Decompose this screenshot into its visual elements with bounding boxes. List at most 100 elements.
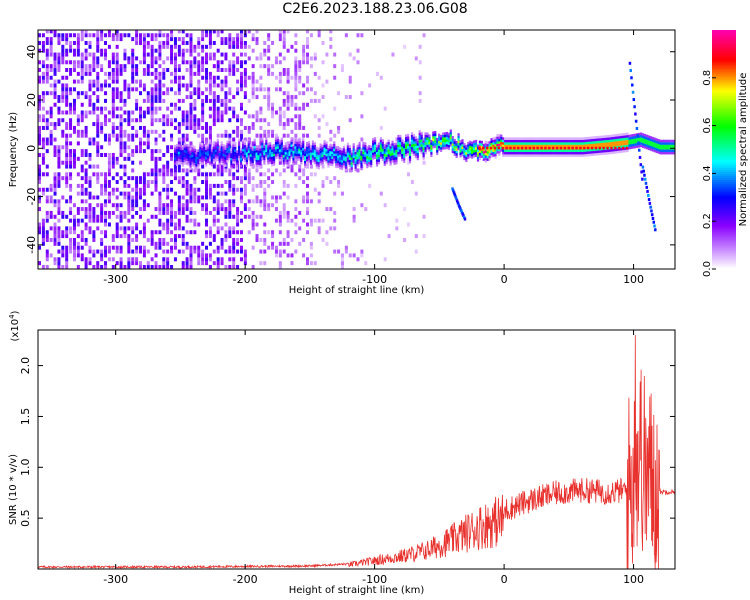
heatmap-cell	[57, 257, 61, 262]
heatmap-cell	[585, 146, 588, 150]
heatmap-cell	[570, 139, 573, 143]
heatmap-cell	[294, 95, 298, 100]
heatmap-cell	[286, 79, 290, 84]
heatmap-cell	[228, 98, 232, 103]
heatmap-cell	[107, 44, 111, 49]
heatmap-cell	[142, 230, 146, 235]
heatmap-cell	[502, 154, 505, 157]
heatmap-cell	[232, 141, 235, 145]
heatmap-cell	[181, 145, 184, 148]
heatmap-cell	[154, 60, 158, 65]
heatmap-cell	[162, 40, 166, 45]
heatmap-cell	[453, 143, 456, 147]
heatmap-cell	[313, 98, 317, 103]
heatmap-cell	[158, 87, 162, 92]
heatmap-cell	[115, 71, 119, 76]
heatmap-cell	[205, 137, 209, 142]
heatmap-cell	[158, 95, 162, 100]
heatmap-cell	[104, 40, 108, 45]
heatmap-cell	[350, 167, 353, 170]
heatmap-cell	[634, 138, 637, 142]
heatmap-cell	[420, 136, 423, 140]
heatmap-cell	[150, 95, 154, 100]
heatmap-cell	[307, 145, 311, 149]
heatmap-cell	[673, 144, 675, 148]
heatmap-cell	[53, 30, 57, 34]
heatmap-cell	[84, 222, 88, 227]
heatmap-cell	[170, 180, 174, 185]
heatmap-cell	[311, 145, 315, 148]
heatmap-cell	[189, 187, 193, 192]
heatmap-cell	[304, 160, 307, 164]
heatmap-cell	[641, 133, 645, 136]
heatmap-cell	[236, 167, 239, 170]
heatmap-cell	[498, 136, 501, 139]
heatmap-cell	[257, 145, 260, 149]
heatmap-cell	[364, 149, 367, 153]
heatmap-cell	[131, 79, 135, 84]
heatmap-cell	[214, 156, 217, 160]
heatmap-cell	[88, 249, 92, 254]
heatmap-cell	[274, 110, 278, 115]
heatmap-cell	[317, 147, 320, 151]
heatmap-cell	[107, 168, 111, 173]
heatmap-cell	[206, 148, 210, 152]
heatmap-cell	[173, 245, 177, 250]
heatmap-cell	[183, 142, 186, 146]
heatmap-cell	[669, 139, 672, 143]
heatmap-cell	[228, 199, 232, 204]
heatmap-cell	[463, 143, 466, 146]
heatmap-cell	[533, 142, 536, 145]
heatmap-cell	[69, 60, 73, 65]
heatmap-cell	[88, 95, 92, 100]
heatmap-cell	[216, 143, 219, 147]
colorbar-swatch	[712, 147, 736, 151]
heatmap-cell	[76, 265, 80, 269]
heatmap-cell	[480, 143, 483, 146]
heatmap-cell	[296, 139, 299, 142]
heatmap-cell	[220, 37, 224, 42]
heatmap-cell	[189, 68, 193, 73]
heatmap-cell	[154, 56, 158, 61]
heatmap-cell	[474, 149, 478, 153]
heatmap-cell	[119, 133, 123, 138]
heatmap-cell	[517, 139, 520, 143]
heatmap-cell	[523, 144, 526, 148]
heatmap-cell	[251, 122, 255, 127]
heatmap-cell	[138, 79, 142, 84]
heatmap-cell	[375, 154, 379, 157]
heatmap-cell	[100, 30, 104, 34]
heatmap-cell	[65, 152, 69, 157]
heatmap-cell	[53, 234, 57, 239]
heatmap-cell	[220, 257, 224, 262]
heatmap-cell	[414, 138, 417, 142]
heatmap-cell	[574, 142, 577, 145]
heatmap-cell	[162, 83, 166, 88]
heatmap-cell	[395, 156, 398, 160]
heatmap-cell	[57, 79, 61, 84]
heatmap-cell	[212, 222, 216, 227]
heatmap-cell	[406, 172, 410, 177]
heatmap-cell	[397, 151, 400, 155]
heatmap-cell	[282, 125, 286, 130]
heatmap-cell	[319, 160, 322, 164]
heatmap-cell	[453, 193, 457, 197]
heatmap-cell	[290, 137, 293, 140]
colorbar-swatch	[712, 261, 736, 264]
heatmap-cell	[181, 207, 185, 212]
heatmap-cell	[166, 257, 170, 262]
heatmap-cell	[243, 142, 247, 146]
heatmap-cell	[319, 143, 322, 147]
heatmap-cell	[449, 143, 452, 147]
heatmap-cell	[135, 176, 139, 181]
heatmap-cell	[57, 122, 61, 127]
heatmap-cell	[453, 146, 456, 149]
heatmap-cell	[469, 140, 472, 144]
heatmap-cell	[614, 146, 617, 150]
heatmap-cell	[243, 183, 247, 188]
heatmap-cell	[154, 176, 158, 181]
heatmap-cell	[138, 249, 142, 254]
heatmap-cell	[414, 145, 417, 149]
heatmap-cell	[216, 83, 220, 88]
heatmap-cell	[61, 160, 65, 165]
